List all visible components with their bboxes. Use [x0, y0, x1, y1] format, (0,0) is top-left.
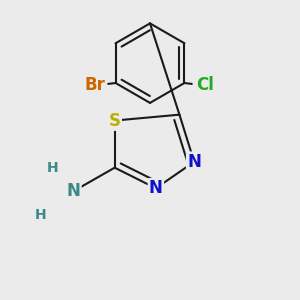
Text: N: N — [67, 182, 80, 200]
Text: Br: Br — [85, 76, 105, 94]
Text: Cl: Cl — [196, 76, 214, 94]
Text: S: S — [109, 112, 121, 130]
Text: N: N — [149, 179, 163, 197]
Text: H: H — [35, 208, 47, 222]
Text: N: N — [187, 153, 201, 171]
Text: H: H — [47, 161, 58, 175]
